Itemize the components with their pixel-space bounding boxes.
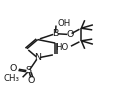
Text: HO: HO [55, 43, 68, 52]
Text: O: O [28, 76, 35, 85]
Text: N: N [34, 53, 41, 62]
Text: O: O [67, 30, 74, 39]
Text: O: O [10, 64, 17, 73]
Text: S: S [26, 66, 32, 76]
Text: CH₃: CH₃ [4, 74, 20, 83]
Text: OH: OH [57, 19, 71, 28]
Text: B: B [52, 29, 59, 38]
